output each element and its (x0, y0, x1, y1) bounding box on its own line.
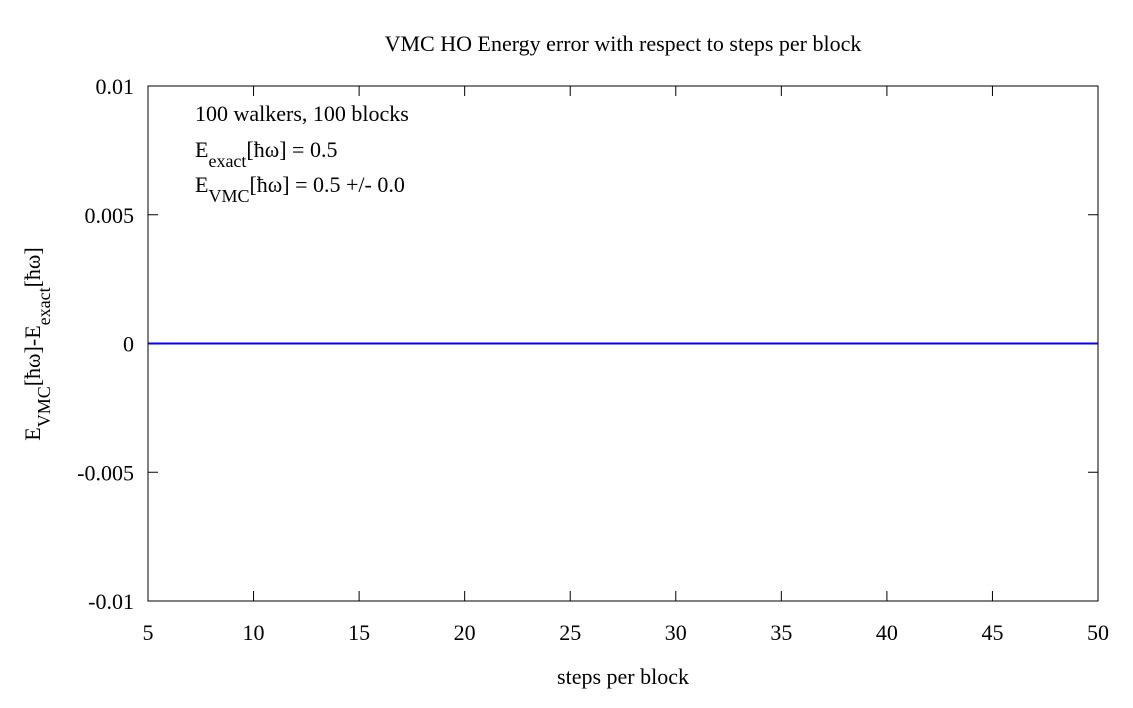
y-axis-label: EVMC[ħω]-Eexact[ħω] (20, 247, 54, 440)
x-tick-label: 25 (559, 620, 581, 645)
text-segment: E (195, 137, 208, 162)
x-tick-label: 5 (143, 620, 154, 645)
annotation-line: Eexact[ħω] = 0.5 (195, 137, 337, 171)
text-segment: [ħω] = 0.5 (246, 137, 337, 162)
ticks-layer: 5 10 15 20 25 30 35 40 45 50 0.01 0.005 0 -0.005 -0.01 (77, 74, 1109, 645)
plot-area-frame (147, 85, 1099, 602)
text-segment: [ħω] (20, 247, 45, 287)
x-tick-label: 45 (981, 620, 1003, 645)
text-segment: [ħω] = 0.5 +/- 0.0 (249, 172, 404, 197)
text-segment: E (195, 172, 208, 197)
y-tick-label: -0.005 (77, 460, 134, 485)
x-axis-label: steps per block (557, 664, 689, 689)
annotation-line: 100 walkers, 100 blocks (195, 101, 409, 126)
y-tick-label: -0.01 (88, 589, 134, 614)
x-tick-label: 15 (348, 620, 370, 645)
annotation-line: EVMC[ħω] = 0.5 +/- 0.0 (195, 172, 405, 206)
x-tick-label: 40 (876, 620, 898, 645)
y-tick-label: 0 (123, 332, 134, 357)
y-tick-label: 0.01 (96, 74, 135, 99)
subscript-text: exact (34, 287, 54, 325)
subscript-text: VMC (208, 186, 249, 206)
y-tick-label: 0.005 (85, 203, 135, 228)
text-segment: 100 walkers, 100 blocks (195, 101, 409, 126)
text-segment: [ħω]-E (20, 325, 45, 386)
x-tick-label: 30 (665, 620, 687, 645)
x-tick-label: 20 (454, 620, 476, 645)
text-segment: E (20, 427, 45, 440)
chart-title: VMC HO Energy error with respect to step… (385, 31, 862, 56)
subscript-text: exact (208, 151, 246, 171)
x-tick-label: 35 (770, 620, 792, 645)
x-tick-label: 50 (1087, 620, 1109, 645)
subscript-text: VMC (34, 386, 54, 427)
x-tick-label: 10 (243, 620, 265, 645)
